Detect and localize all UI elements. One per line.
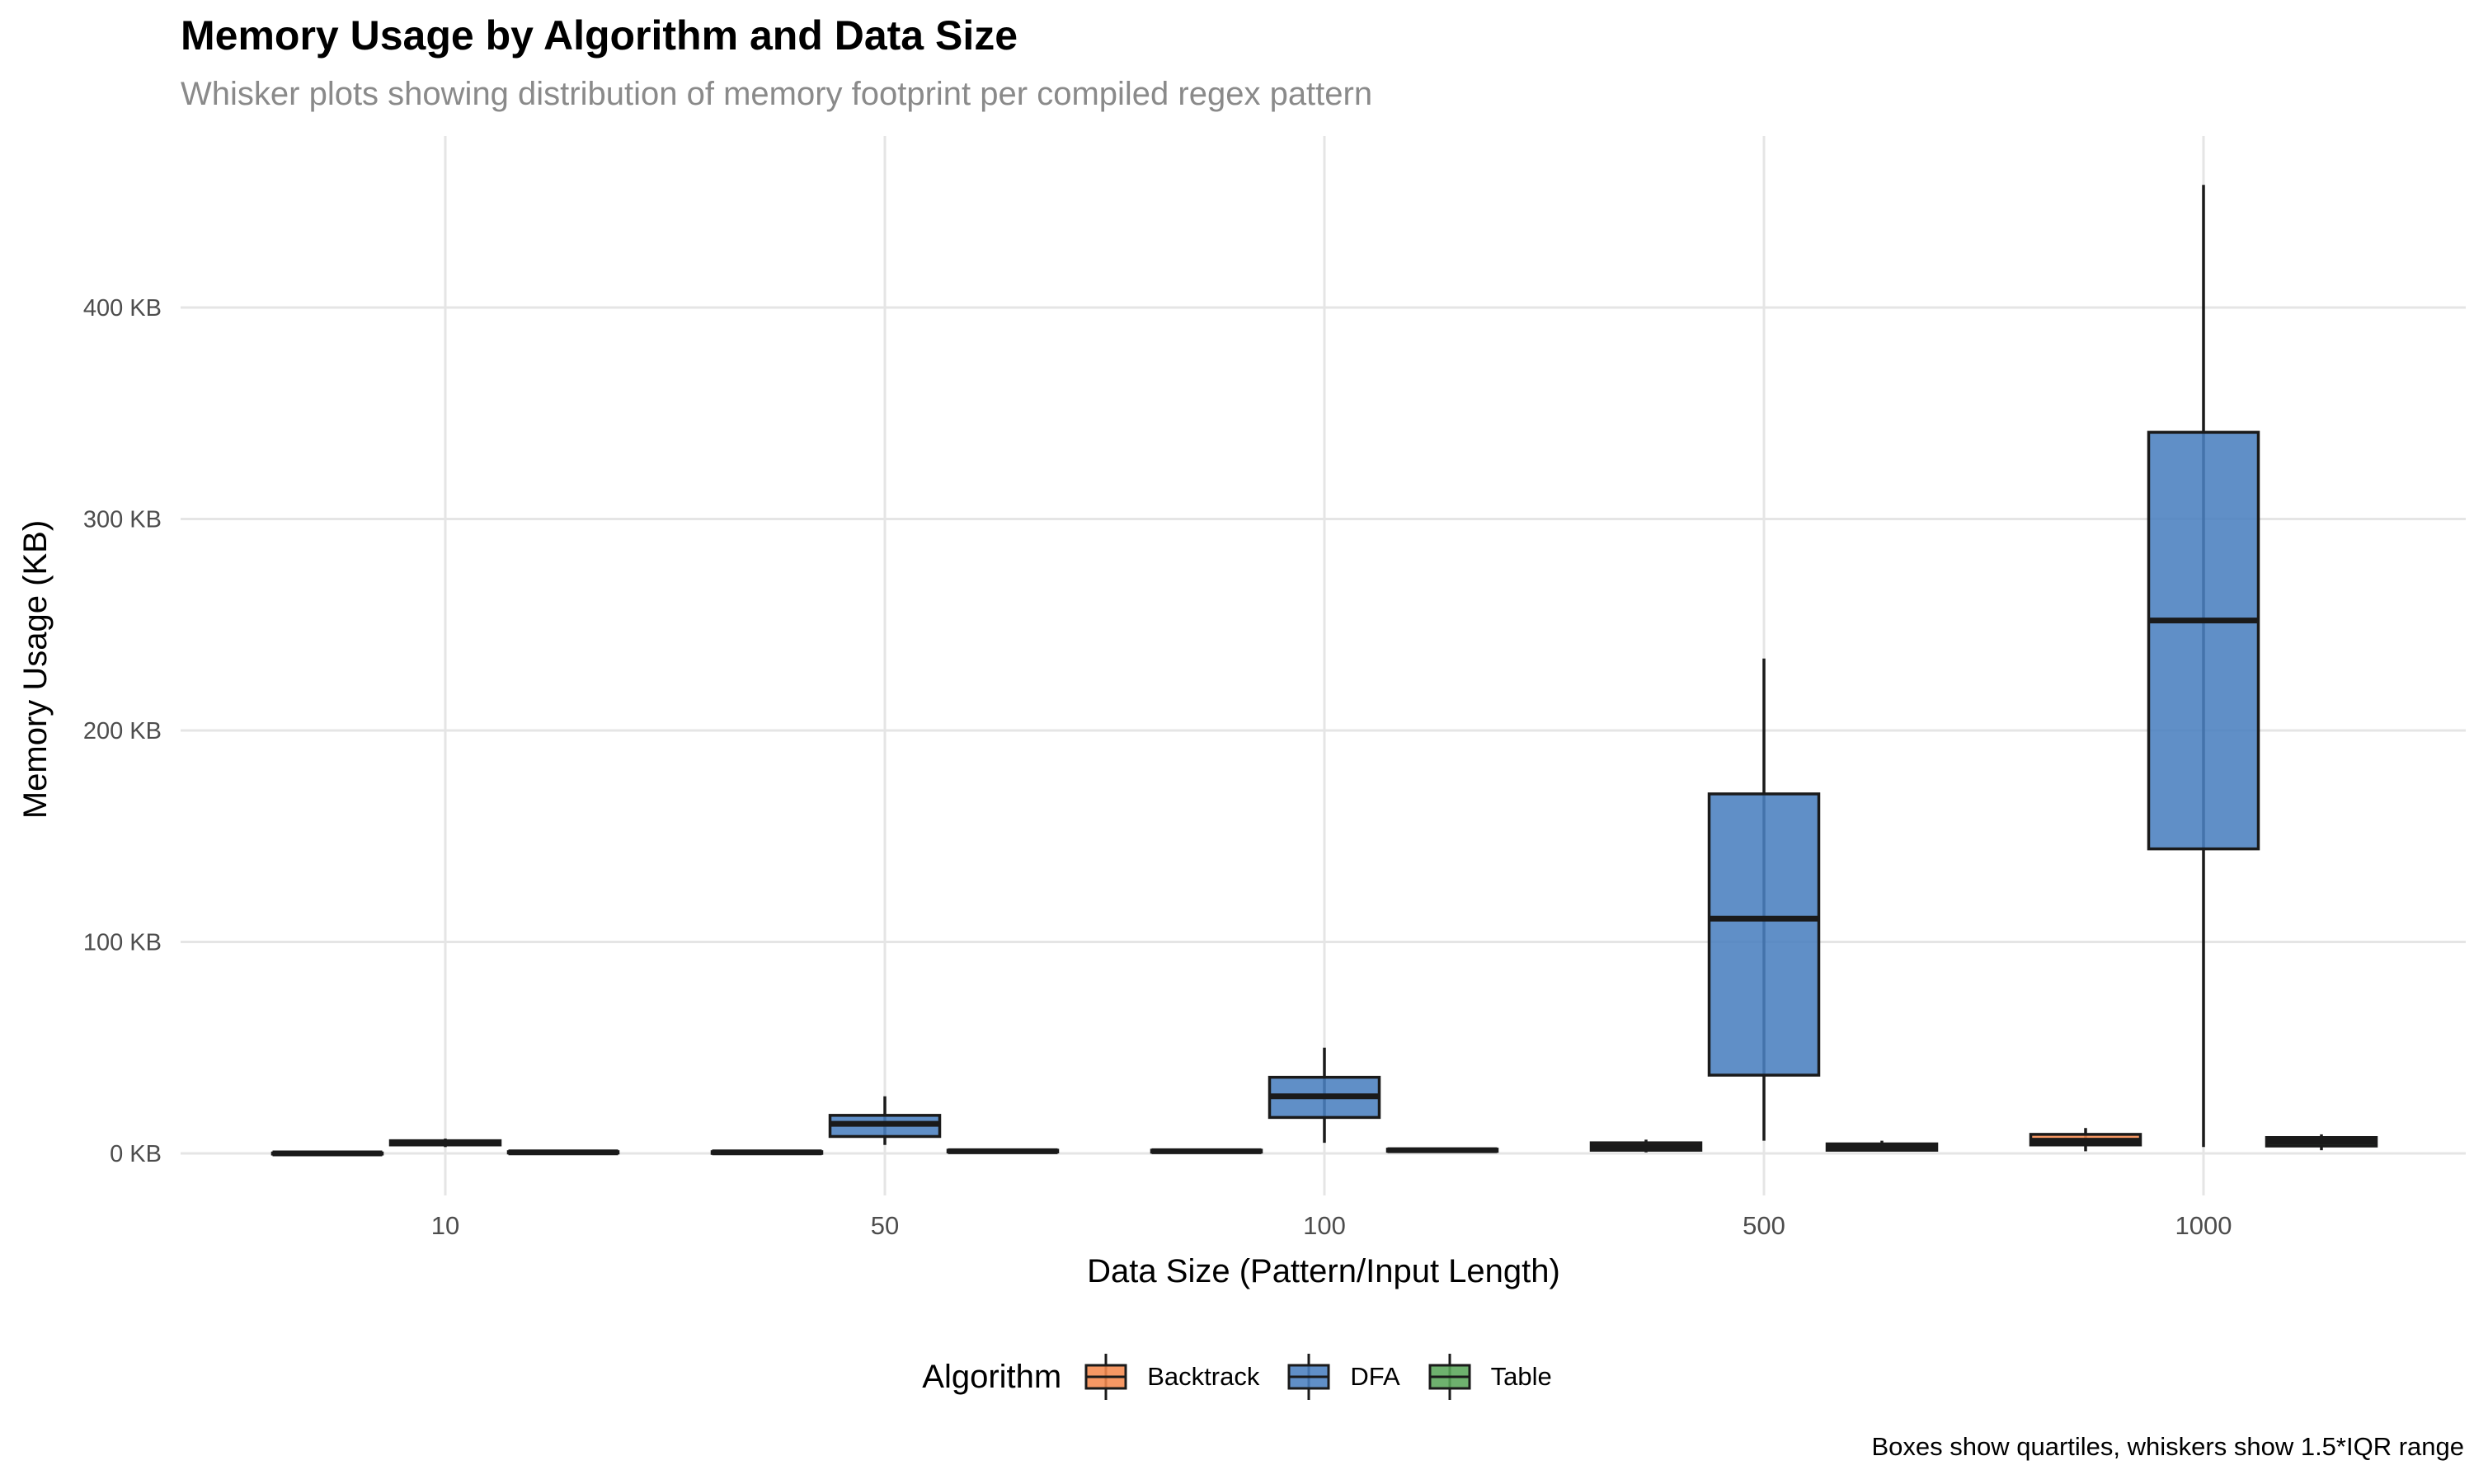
- legend-label-table: Table: [1490, 1362, 1552, 1391]
- box-dfa-1000: [2147, 185, 2260, 1148]
- y-axis-ticks: 0 KB 100 KB 200 KB 300 KB 400 KB: [83, 295, 162, 1167]
- legend: Algorithm Backtrack DFA Table: [0, 1348, 2474, 1406]
- box-table-100: [1385, 1147, 1499, 1153]
- y-tick-label: 400 KB: [83, 295, 162, 322]
- x-axis-title: Data Size (Pattern/Input Length): [1087, 1253, 1560, 1289]
- x-tick-label: 10: [431, 1211, 459, 1240]
- x-tick-label: 500: [1743, 1211, 1785, 1240]
- box-backtrack-100: [1150, 1148, 1263, 1154]
- box-iqr: [2147, 430, 2260, 851]
- box-dfa-500: [1707, 658, 1821, 1141]
- legend-item-dfa: DFA: [1284, 1352, 1400, 1402]
- x-tick-label: 50: [871, 1211, 899, 1240]
- legend-key-backtrack: [1084, 1354, 1127, 1400]
- box-table-50: [946, 1148, 1060, 1154]
- box-iqr: [1707, 792, 1821, 1077]
- box-table-500: [1825, 1140, 1939, 1152]
- box-backtrack-500: [1589, 1139, 1703, 1153]
- y-tick-label: 100 KB: [83, 930, 162, 956]
- legend-key-table: [1428, 1354, 1471, 1400]
- y-tick-label: 200 KB: [83, 718, 162, 744]
- box-backtrack-1000: [2029, 1128, 2142, 1152]
- box-backtrack-50: [710, 1149, 824, 1156]
- box-dfa-50: [828, 1096, 942, 1145]
- y-tick-label: 0 KB: [110, 1141, 162, 1167]
- box-table-10: [506, 1149, 620, 1156]
- legend-label-backtrack: Backtrack: [1147, 1362, 1260, 1391]
- x-tick-label: 1000: [2175, 1211, 2232, 1240]
- box-backtrack-10: [270, 1150, 384, 1157]
- box-table-1000: [2265, 1134, 2378, 1151]
- chart-subtitle: Whisker plots showing distribution of me…: [181, 76, 1373, 112]
- chart-caption: Boxes show quartiles, whiskers show 1.5*…: [1871, 1432, 2465, 1461]
- y-tick-label: 300 KB: [83, 507, 162, 533]
- legend-item-backtrack: Backtrack: [1081, 1352, 1259, 1402]
- legend-label-dfa: DFA: [1350, 1362, 1400, 1391]
- y-axis-title: Memory Usage (KB): [17, 520, 54, 819]
- box-dfa-10: [388, 1139, 502, 1148]
- legend-item-table: Table: [1425, 1352, 1552, 1402]
- chart-title: Memory Usage by Algorithm and Data Size: [181, 12, 1018, 59]
- legend-title: Algorithm: [922, 1358, 1062, 1395]
- x-tick-label: 100: [1303, 1211, 1346, 1240]
- box-dfa-100: [1268, 1047, 1381, 1144]
- x-axis-ticks: 10 50 100 500 1000: [431, 1211, 2232, 1240]
- boxes: [270, 185, 2378, 1157]
- gridlines: [181, 136, 2466, 1195]
- legend-key-dfa: [1287, 1354, 1330, 1400]
